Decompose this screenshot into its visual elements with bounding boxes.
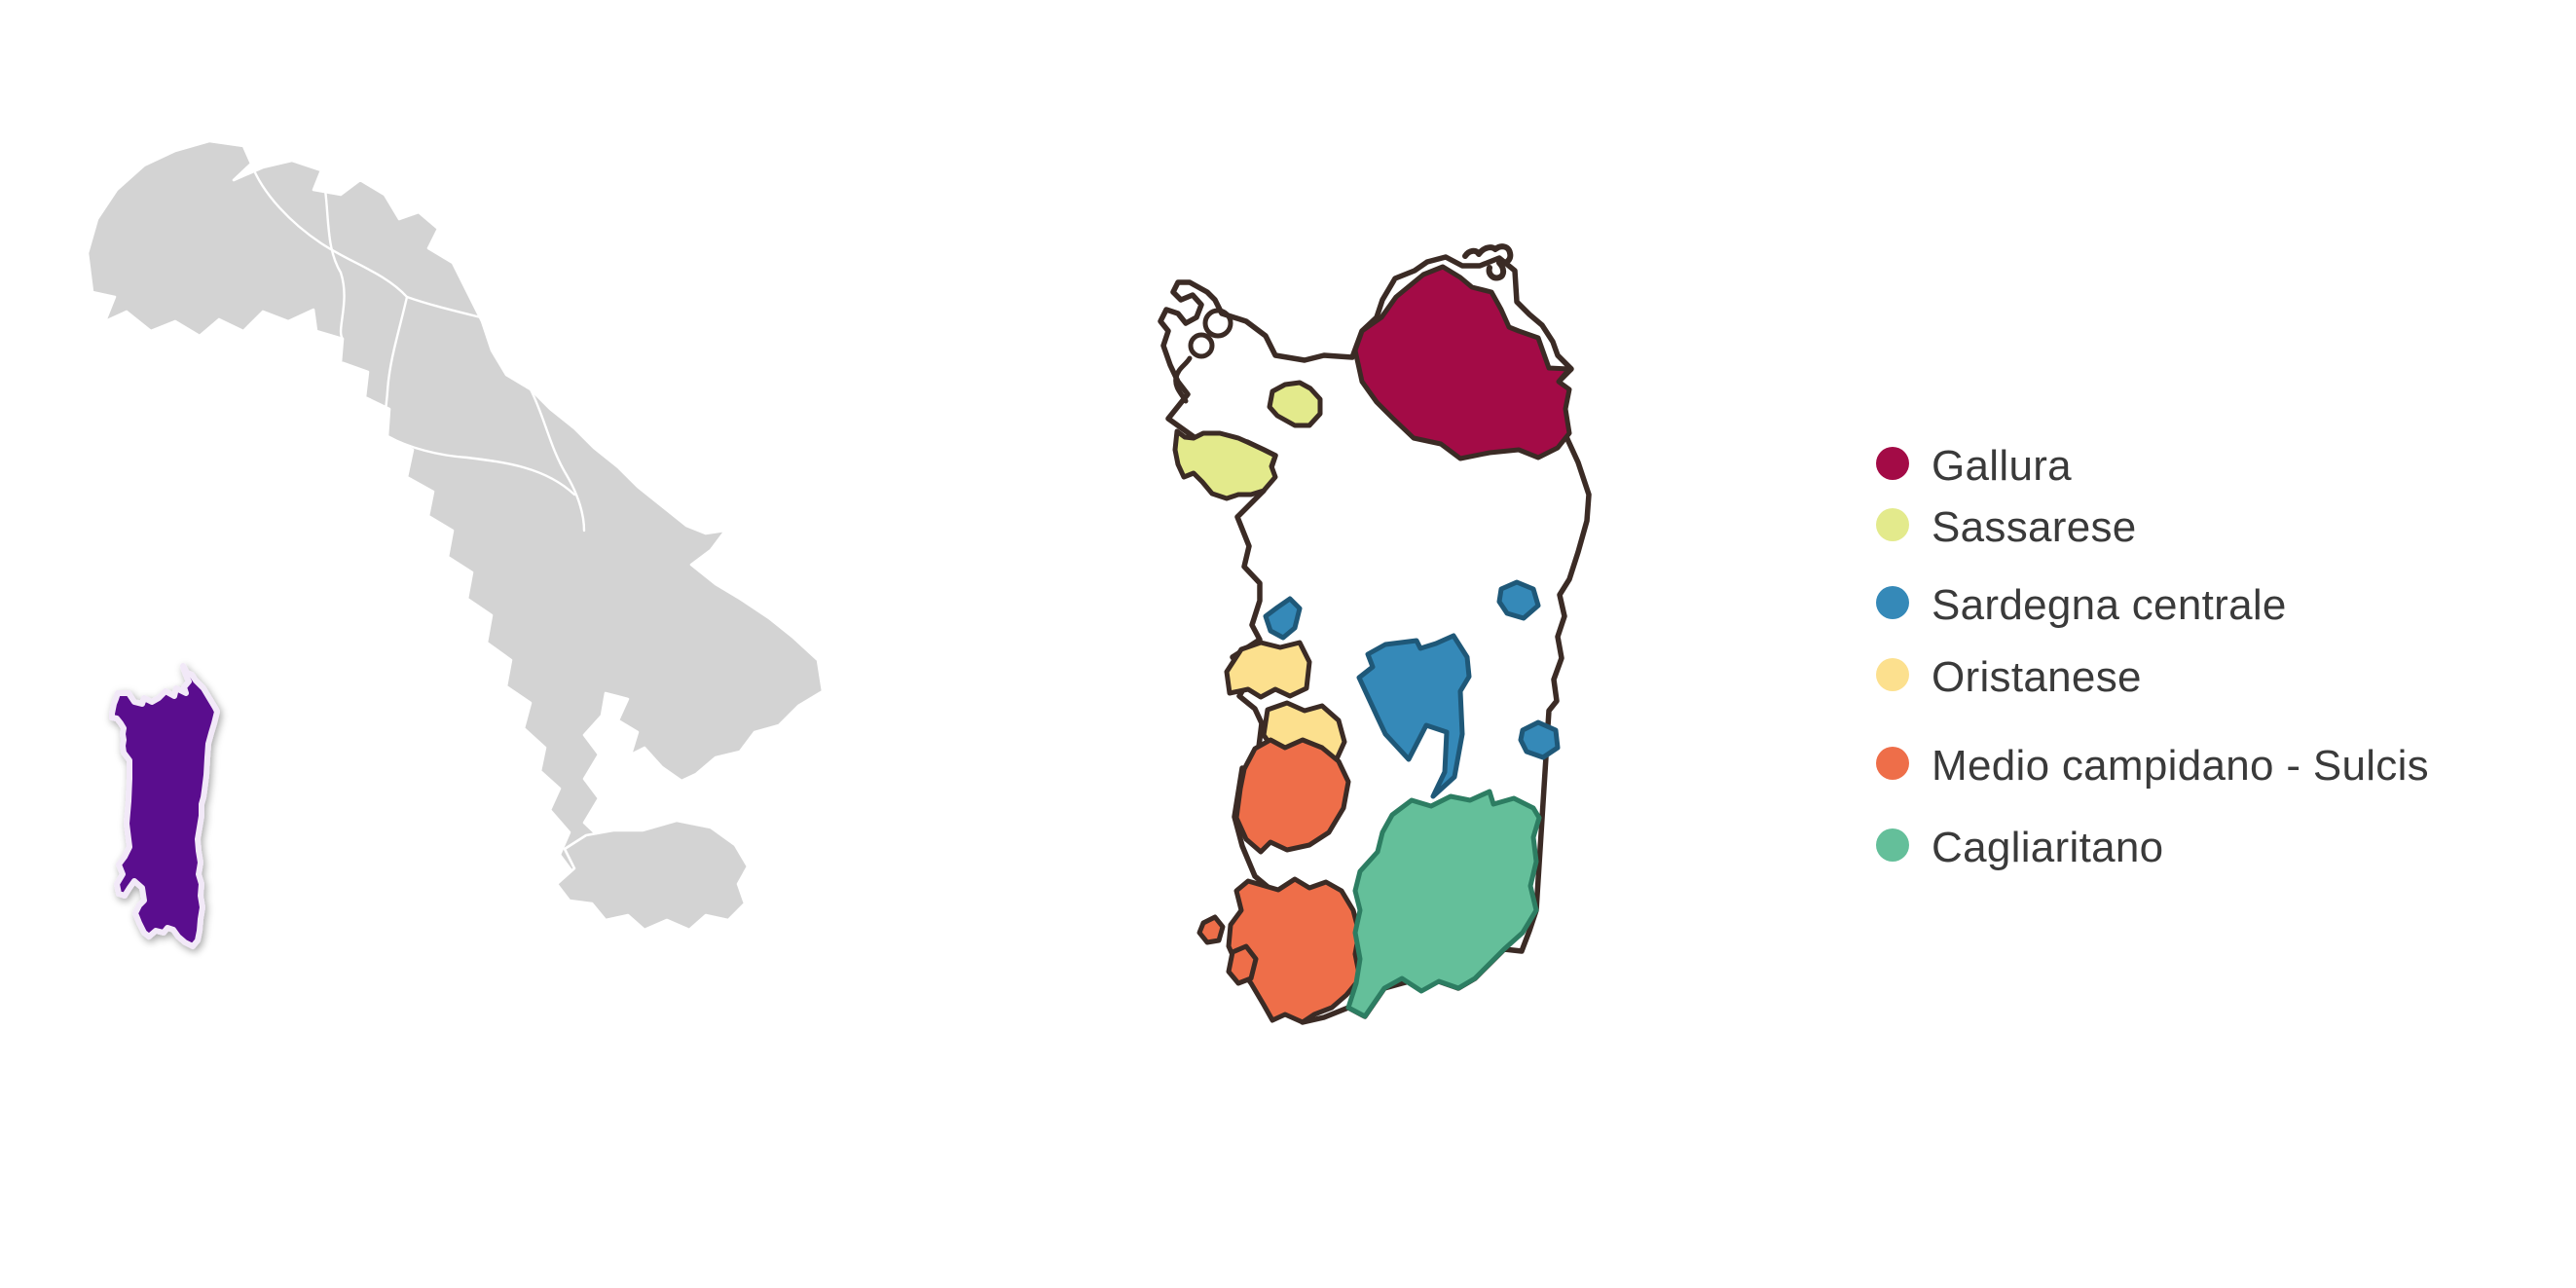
svg-text:Gallura: Gallura — [1932, 442, 2072, 490]
svg-text:Oristanese: Oristanese — [1932, 653, 2142, 701]
svg-text:Cagliaritano: Cagliaritano — [1932, 824, 2163, 871]
svg-text:Sardegna centrale: Sardegna centrale — [1932, 581, 2287, 629]
svg-text:Medio campidano - Sulcis: Medio campidano - Sulcis — [1932, 742, 2429, 790]
svg-text:Sassarese: Sassarese — [1932, 503, 2137, 551]
